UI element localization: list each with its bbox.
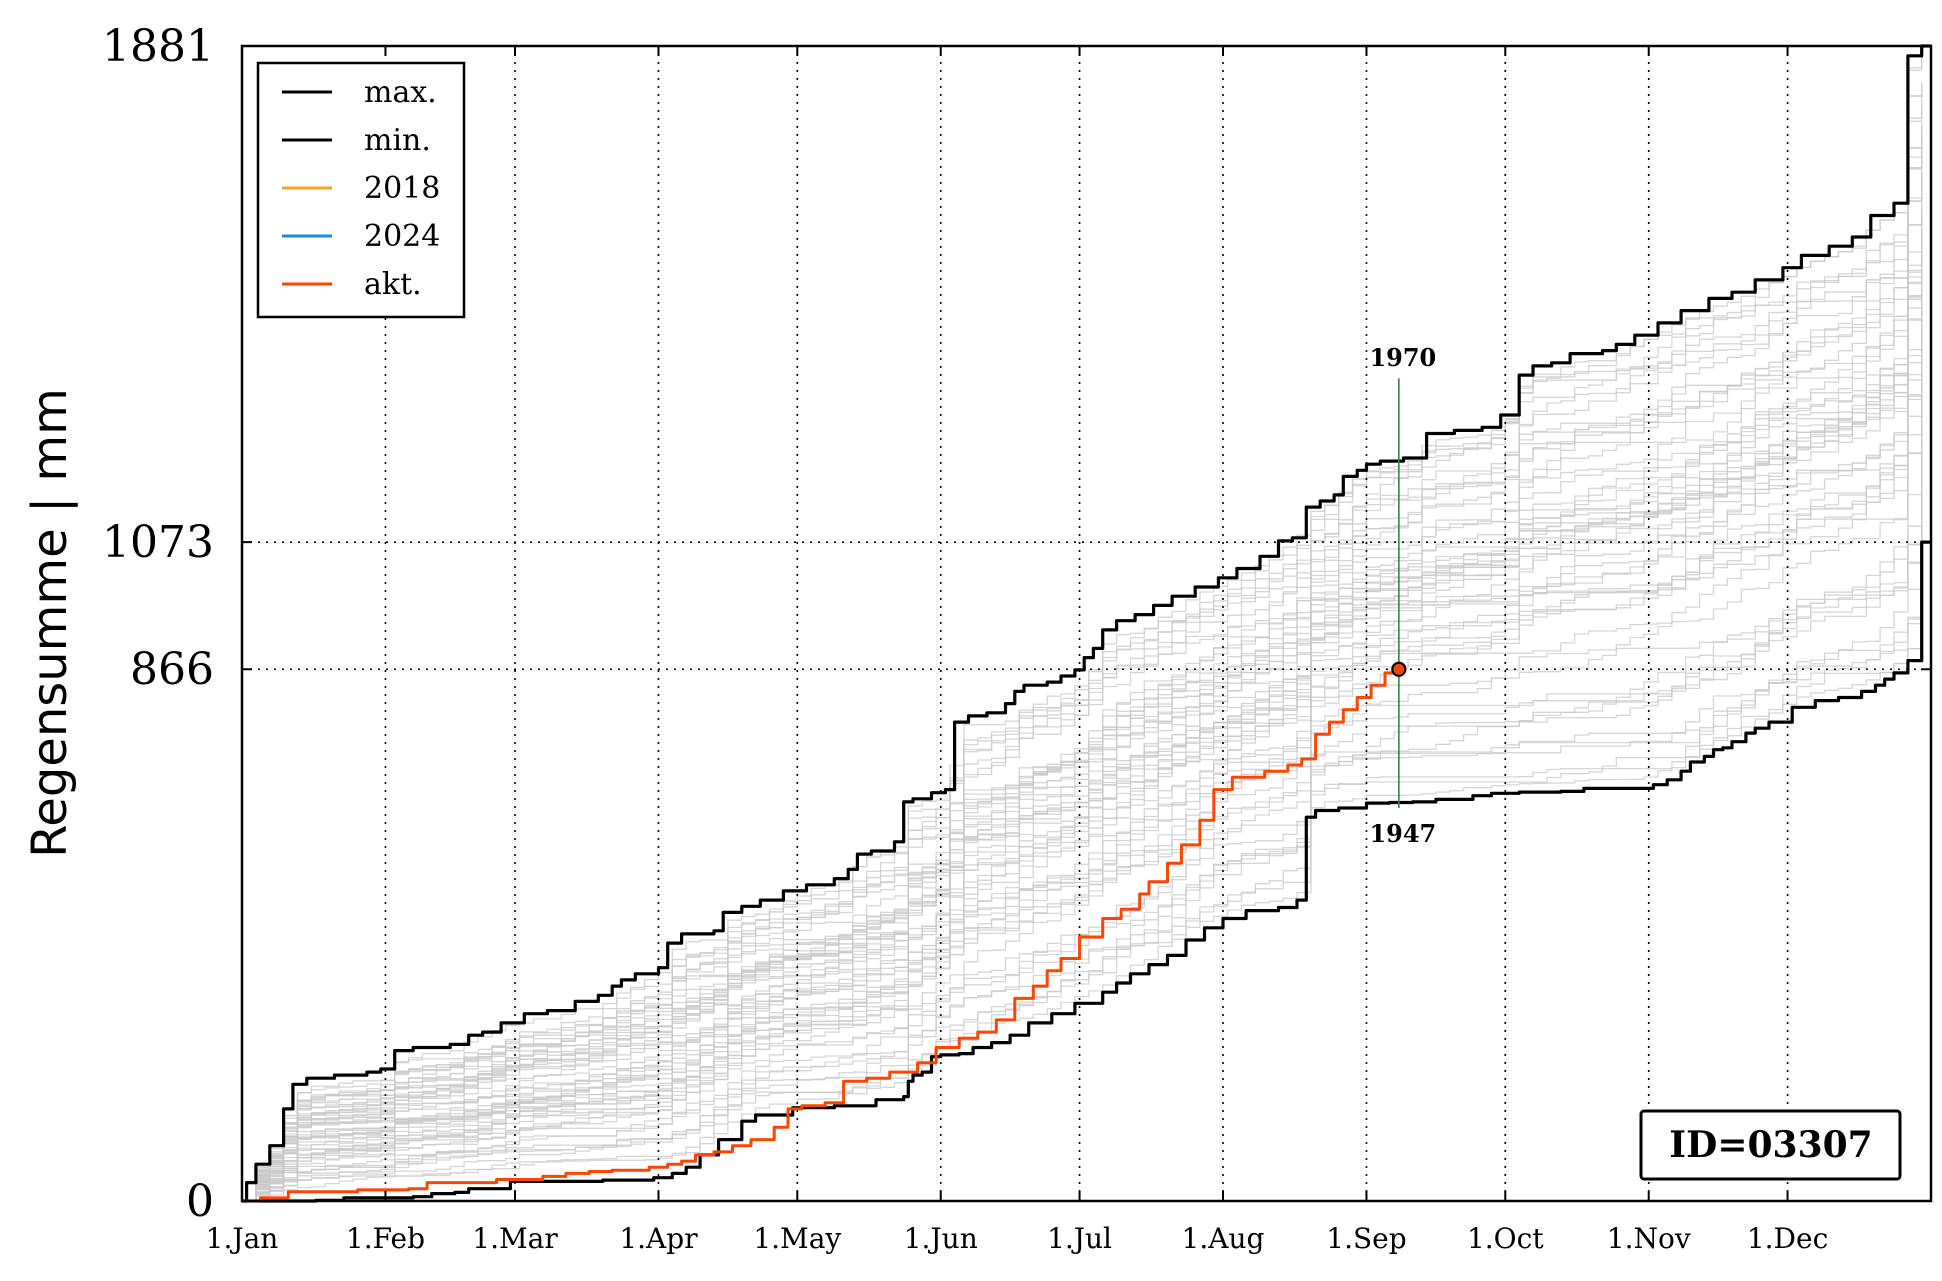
- station-id-label: ID=03307: [1669, 1124, 1872, 1166]
- x-tick-label: 1.May: [753, 1222, 841, 1255]
- year-annotation: 1970: [1369, 343, 1436, 372]
- legend-entry-label: 2024: [364, 219, 440, 254]
- legend-entry-label: akt.: [364, 267, 422, 302]
- historical-years-lines: [242, 55, 1923, 1202]
- current-value-dot: [1391, 661, 1407, 677]
- historical-year-line: [242, 532, 1923, 1202]
- plot-frame: [240, 44, 1933, 1203]
- y-axis-label: Regensumme | mm: [22, 388, 78, 858]
- grid-lines: [242, 46, 1931, 1201]
- series-line-min: [242, 540, 1931, 1203]
- historical-year-line: [242, 482, 1923, 1202]
- y-tick-label: 0: [186, 1176, 214, 1227]
- x-tick-label: 1.Jul: [1047, 1222, 1112, 1255]
- x-tick-label: 1.Dec: [1747, 1222, 1828, 1255]
- historical-year-line: [242, 230, 1923, 1202]
- series-line-akt: [242, 669, 1401, 1203]
- x-tick-label: 1.Mar: [472, 1222, 558, 1255]
- y-tick-label: 1073: [102, 517, 214, 568]
- historical-year-line: [242, 255, 1923, 1202]
- historical-year-line: [242, 452, 1923, 1202]
- axis-ticks: [241, 45, 1931, 1202]
- legend-entry-label: 2018: [364, 171, 440, 206]
- x-tick-label: 1.Jan: [206, 1222, 279, 1255]
- historical-year-line: [242, 90, 1923, 1202]
- x-tick-labels: 1.Jan 1.Feb 1.Mar 1.Apr 1.May 1.Jun 1.Jul 1.Aug…: [206, 1222, 1829, 1255]
- x-tick-label: 1.Nov: [1607, 1222, 1691, 1255]
- y-tick-labels: 0 866 1073 1881: [102, 21, 214, 1227]
- historical-year-line: [242, 209, 1923, 1202]
- historical-year-line: [242, 376, 1923, 1202]
- historical-year-line: [242, 289, 1923, 1202]
- x-tick-label: 1.Oct: [1467, 1222, 1544, 1255]
- year-annotations: 1970 1947: [1369, 343, 1436, 848]
- historical-year-line: [242, 125, 1923, 1202]
- legend: max. min. 2018 2024 akt.: [256, 61, 466, 319]
- historical-year-line: [242, 461, 1923, 1202]
- x-tick-label: 1.Feb: [346, 1222, 425, 1255]
- series-lines: [242, 44, 1931, 1203]
- current-value-marker: [1391, 661, 1407, 677]
- historical-year-line: [242, 235, 1923, 1202]
- year-annotation: 1947: [1369, 819, 1436, 848]
- historical-year-line: [242, 512, 1923, 1202]
- historical-year-line: [242, 231, 1923, 1202]
- legend-box: [256, 61, 466, 319]
- y-tick-label: 1881: [102, 21, 214, 72]
- legend-entry-label: max.: [364, 75, 437, 110]
- legend-entry-label: min.: [364, 123, 431, 158]
- historical-year-line: [242, 173, 1923, 1202]
- historical-year-line: [242, 231, 1923, 1202]
- x-tick-label: 1.Apr: [619, 1222, 698, 1255]
- historical-year-line: [242, 532, 1923, 1202]
- series-line-max: [242, 44, 1931, 1203]
- plot-background: [242, 46, 1931, 1201]
- station-id-box: ID=03307: [1639, 1109, 1902, 1181]
- x-tick-label: 1.Sep: [1326, 1222, 1406, 1255]
- y-tick-label: 866: [130, 644, 214, 695]
- historical-year-line: [242, 380, 1923, 1202]
- historical-year-line: [242, 428, 1923, 1202]
- historical-year-line: [242, 56, 1923, 1202]
- historical-year-line: [242, 170, 1923, 1202]
- historical-year-line: [242, 238, 1923, 1202]
- x-tick-label: 1.Jun: [904, 1222, 978, 1255]
- x-tick-label: 1.Aug: [1182, 1222, 1265, 1255]
